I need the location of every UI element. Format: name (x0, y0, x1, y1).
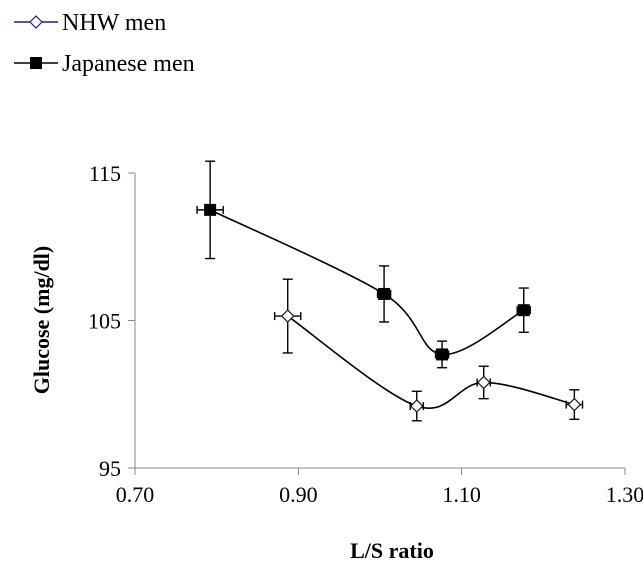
legend-item-nhw-men: NHW men (14, 10, 166, 36)
series-nhw-men (273, 278, 584, 422)
x-tick-label-3: 1.30 (606, 482, 643, 507)
x-tick-label-2: 1.10 (442, 482, 481, 507)
axes (134, 173, 625, 469)
series (196, 160, 584, 422)
ticks: 95 105 115 0.70 0.90 1.10 1.30 (88, 161, 643, 507)
y-axis-title: Glucose (mg/dl) (29, 246, 54, 395)
data-point-nhw-men-2 (476, 375, 491, 390)
legend-marker-nhw-men (29, 15, 43, 29)
data-point-nhw-men-1 (409, 399, 424, 413)
legend-marker-japanese-men (30, 57, 42, 69)
series-line-japanese-men (209, 209, 525, 356)
x-tick-label-1: 0.90 (279, 482, 318, 507)
data-point-nhw-men-3 (567, 397, 582, 412)
legend-item-japanese-men: Japanese men (14, 51, 195, 77)
legend-label-nhw-men: NHW men (62, 10, 166, 36)
y-tick-label-1: 105 (88, 309, 121, 334)
y-tick-label-0: 95 (99, 456, 121, 481)
y-tick-label-2: 115 (89, 161, 121, 186)
x-tick-label-0: 0.70 (116, 482, 155, 507)
legend-label-japanese-men: Japanese men (62, 51, 195, 77)
data-point-japanese-men-1 (378, 287, 391, 300)
x-axis-title: L/S ratio (350, 538, 434, 563)
data-point-japanese-men-0 (204, 203, 217, 216)
data-point-japanese-men-2 (436, 348, 449, 361)
data-point-nhw-men-0 (280, 309, 295, 323)
series-japanese-men (196, 160, 531, 369)
data-point-japanese-men-3 (517, 304, 530, 317)
series-line-nhw-men (287, 315, 575, 409)
legend: NHW men Japanese men (14, 10, 195, 77)
